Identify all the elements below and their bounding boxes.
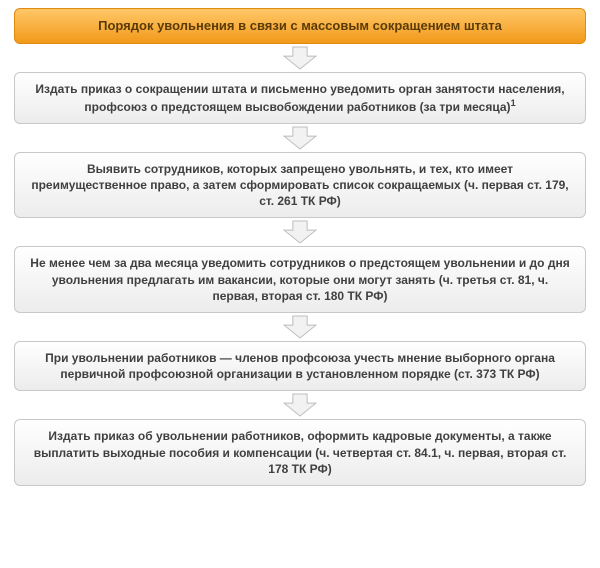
flow-arrow-icon xyxy=(283,315,317,339)
flowchart-step-text: Не менее чем за два месяца уведомить сот… xyxy=(30,256,569,302)
flow-arrow-icon xyxy=(283,220,317,244)
flow-arrow-icon xyxy=(283,126,317,150)
flowchart-step-box: Выявить сотрудников, которых запрещено у… xyxy=(14,152,586,219)
flow-arrow-icon xyxy=(283,393,317,417)
footnote-marker: 1 xyxy=(511,98,516,108)
flowchart-step-text: Издать приказ об увольнении работников, … xyxy=(34,429,567,475)
flowchart-step-box: При увольнении работников — членов профс… xyxy=(14,341,586,391)
flowchart-step-box: Издать приказ о сокращении штата и письм… xyxy=(14,72,586,124)
flowchart-step-text: Издать приказ о сокращении штата и письм… xyxy=(35,82,564,114)
flowchart-step-box: Не менее чем за два месяца уведомить сот… xyxy=(14,246,586,313)
flowchart-steps-container: Издать приказ о сокращении штата и письм… xyxy=(14,44,586,486)
flowchart-step-text: Выявить сотрудников, которых запрещено у… xyxy=(31,162,568,208)
flowchart-title-text: Порядок увольнения в связи с массовым со… xyxy=(98,18,502,33)
flowchart-step-text: При увольнении работников — членов профс… xyxy=(45,351,555,381)
flowchart-step-box: Издать приказ об увольнении работников, … xyxy=(14,419,586,486)
flow-arrow-icon xyxy=(283,46,317,70)
flowchart-container: Порядок увольнения в связи с массовым со… xyxy=(0,0,600,492)
flowchart-title-box: Порядок увольнения в связи с массовым со… xyxy=(14,8,586,44)
